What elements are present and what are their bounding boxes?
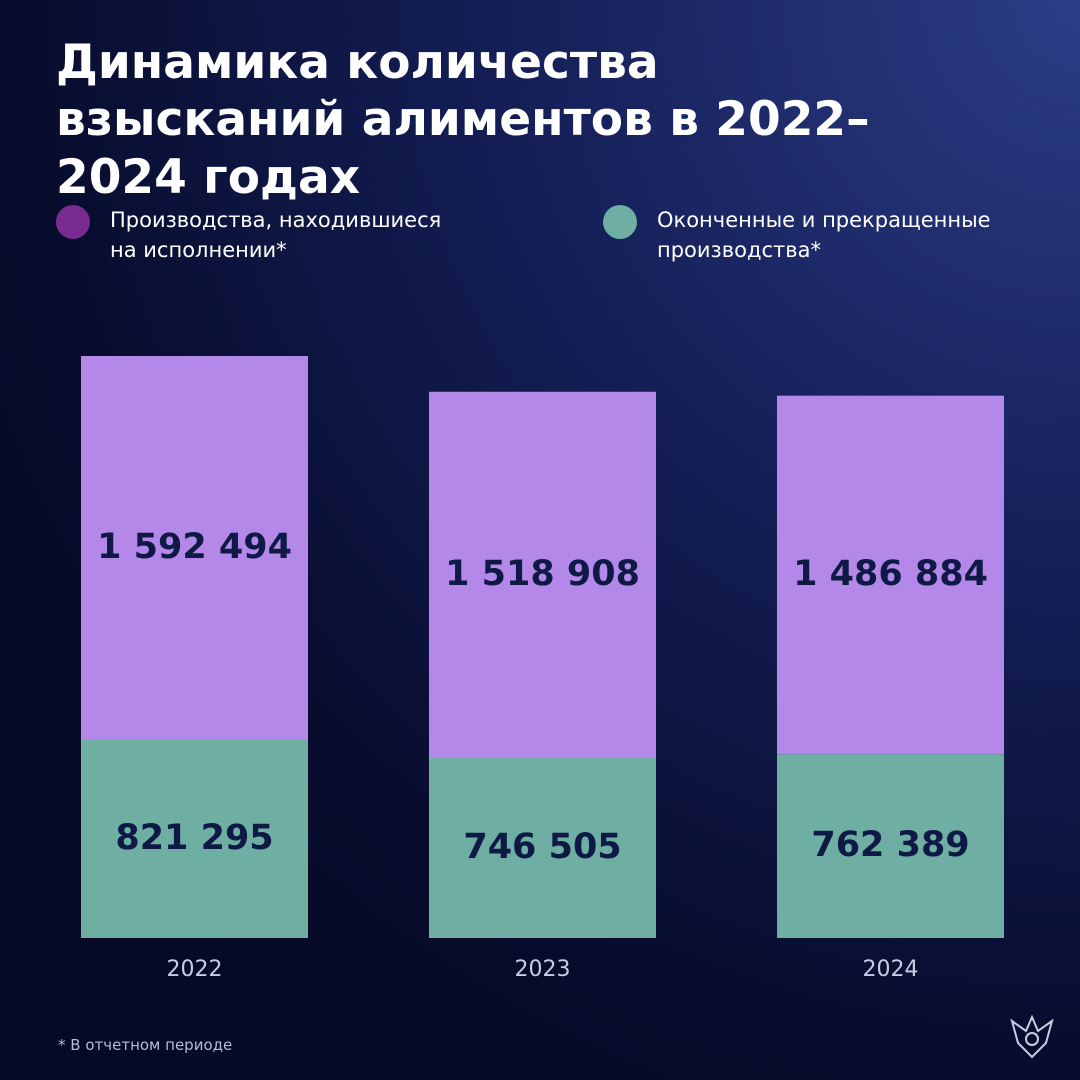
value-label: 746 505 [463, 827, 621, 867]
bar-segment [429, 391, 656, 759]
emblem [1010, 1014, 1054, 1059]
value-label: 821 295 [115, 818, 273, 858]
legend-label: Оконченные и прекращенные производства* [657, 208, 991, 263]
legend-marker [56, 205, 90, 239]
value-label: 1 518 908 [445, 554, 640, 594]
footnote: * В отчетном периоде [58, 1036, 233, 1054]
bar-segment [81, 356, 308, 740]
value-label: 762 389 [811, 825, 969, 865]
value-label: 1 592 494 [97, 527, 292, 567]
x-tick-label: 2022 [167, 957, 223, 982]
bar-segment [777, 395, 1004, 755]
bar-segment [81, 739, 308, 938]
legend-marker [603, 205, 637, 239]
legend-label: Производства, находившиеся на исполнении… [110, 208, 442, 263]
x-tick-label: 2024 [863, 957, 919, 982]
bar-segment [429, 758, 656, 938]
value-label: 1 486 884 [793, 554, 988, 594]
chart-title: Динамика количества взысканий алиментов … [56, 35, 870, 205]
bar-segment [777, 754, 1004, 938]
legend-item: Оконченные и прекращенные производства* [603, 205, 1023, 266]
legend-item: Производства, находившиеся на исполнении… [56, 205, 456, 266]
x-tick-label: 2023 [515, 957, 571, 982]
